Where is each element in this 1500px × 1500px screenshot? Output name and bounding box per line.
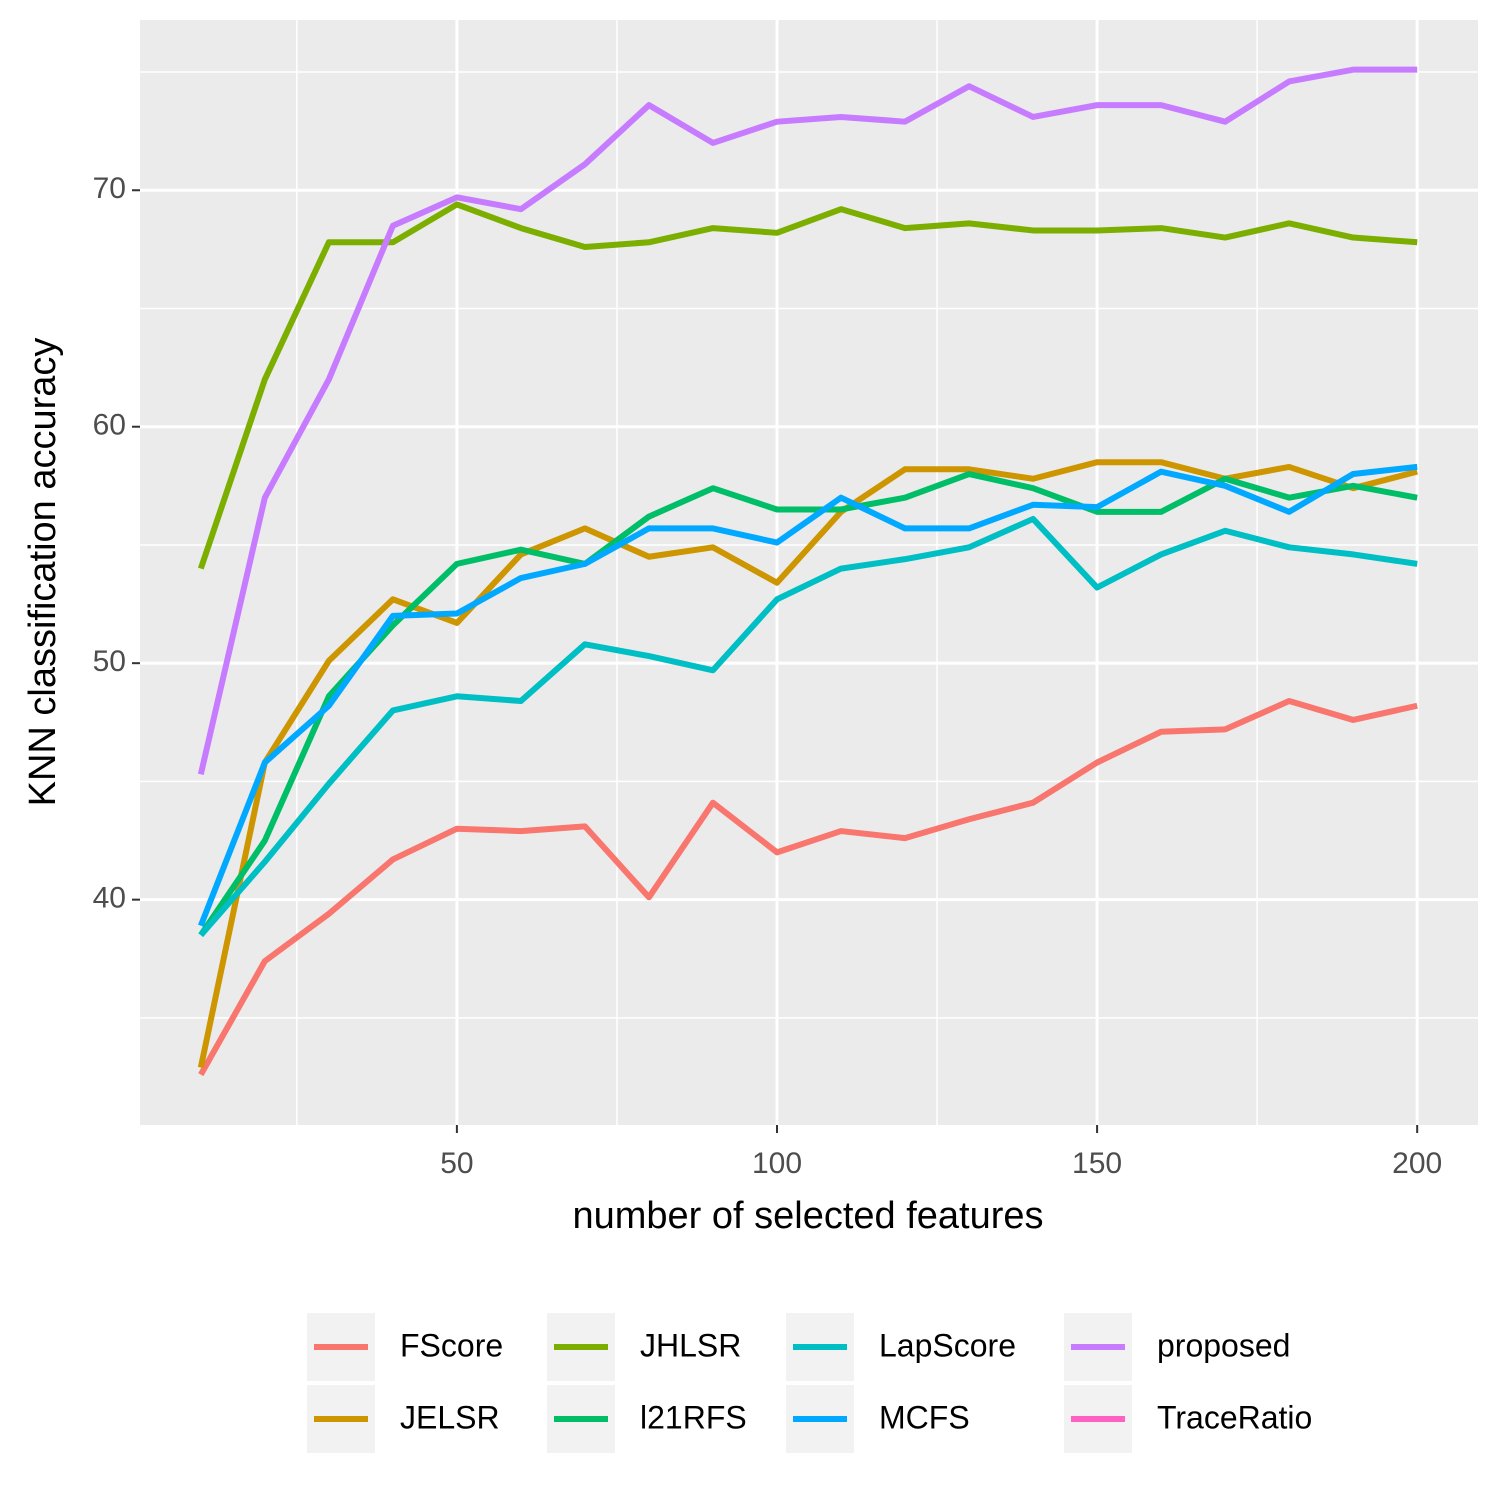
- y-tick-label: 40: [93, 882, 126, 915]
- series-line: [198, 463, 1418, 927]
- series-line: [197, 459, 1418, 1069]
- legend-label: proposed: [1157, 1327, 1290, 1363]
- x-tick-label: 200: [1392, 1147, 1442, 1180]
- legend-label: LapScore: [879, 1327, 1016, 1363]
- x-tick-label: 150: [1072, 1147, 1122, 1180]
- series-line: [198, 515, 1418, 938]
- series-line: [197, 66, 1418, 775]
- x-axis-title: number of selected features: [572, 1195, 1043, 1237]
- y-axis-title: KNN classification accuracy: [22, 338, 64, 807]
- legend-label: TraceRatio: [1157, 1399, 1312, 1435]
- y-tick-label: 60: [93, 409, 126, 442]
- x-tick-label: 50: [440, 1147, 473, 1180]
- y-tick-label: 70: [93, 172, 126, 205]
- series-line: [198, 698, 1418, 1077]
- legend-label: MCFS: [879, 1399, 970, 1435]
- legend-label: JELSR: [400, 1399, 500, 1435]
- legend-label: l21RFS: [640, 1399, 747, 1435]
- legend-label: FScore: [400, 1327, 503, 1363]
- y-tick-label: 50: [93, 645, 126, 678]
- legend-label: JHLSR: [640, 1327, 741, 1363]
- x-tick-label: 100: [752, 1147, 802, 1180]
- panel: [140, 20, 1478, 1125]
- series-line: [197, 201, 1418, 570]
